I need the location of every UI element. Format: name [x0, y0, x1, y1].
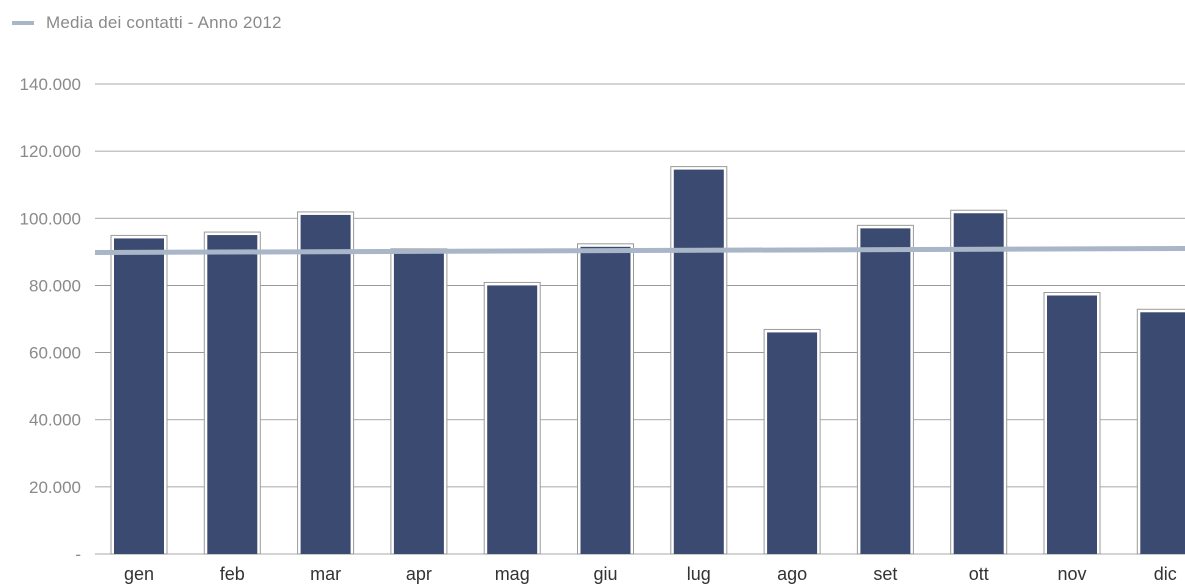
- legend: Media dei contatti - Anno 2012: [12, 11, 282, 35]
- bar-dic: [1140, 312, 1185, 554]
- bar-lug: [673, 169, 724, 554]
- legend-swatch-average: [12, 21, 34, 25]
- bar-giu: [580, 246, 631, 555]
- x-tick-label-feb: feb: [220, 564, 245, 584]
- x-tick-label-ago: ago: [777, 564, 807, 584]
- x-tick-label-dic: dic: [1154, 564, 1177, 584]
- bar-mar: [300, 214, 351, 554]
- x-tick-label-lug: lug: [687, 564, 711, 584]
- y-tick-label-4: 80.000: [29, 276, 81, 295]
- y-tick-label-5: 100.000: [20, 209, 81, 228]
- legend-label-average: Media dei contatti - Anno 2012: [46, 13, 282, 32]
- y-tick-label-1: 20.000: [29, 478, 81, 497]
- bar-nov: [1047, 295, 1097, 554]
- y-tick-label-0: -: [75, 545, 81, 564]
- bar-ott: [953, 213, 1004, 554]
- x-tick-label-nov: nov: [1057, 564, 1086, 584]
- bar-gen: [114, 238, 164, 554]
- y-tick-label-7: 140.000: [20, 75, 81, 94]
- x-tick-label-apr: apr: [406, 564, 432, 584]
- y-tick-label-2: 40.000: [29, 411, 81, 430]
- x-tick-label-mag: mag: [495, 564, 530, 584]
- x-tick-label-set: set: [873, 564, 897, 584]
- bar-ago: [767, 332, 818, 554]
- bar-set: [860, 228, 911, 554]
- average-line: [94, 246, 1185, 256]
- y-tick-label-6: 120.000: [20, 142, 81, 161]
- x-tick-label-ott: ott: [969, 564, 989, 584]
- bar-apr: [393, 251, 444, 554]
- bar-feb: [207, 235, 258, 555]
- x-tick-label-giu: giu: [593, 564, 617, 584]
- y-tick-label-3: 60.000: [29, 344, 81, 363]
- bar-mag: [487, 285, 538, 554]
- x-tick-label-gen: gen: [124, 564, 154, 584]
- x-tick-label-mar: mar: [310, 564, 341, 584]
